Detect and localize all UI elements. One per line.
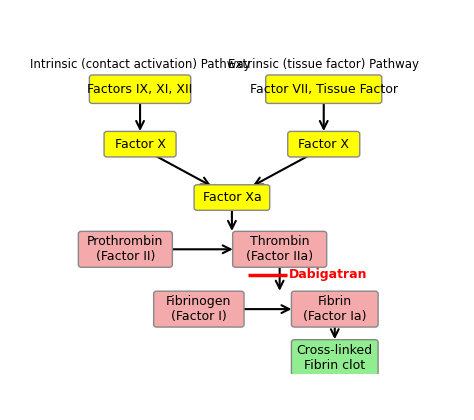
Text: Prothrombin
(Factor II): Prothrombin (Factor II): [87, 235, 164, 263]
Text: Factor Xa: Factor Xa: [202, 191, 261, 204]
Text: Factor X: Factor X: [298, 138, 349, 151]
Text: Dabigatran: Dabigatran: [289, 268, 367, 281]
FancyBboxPatch shape: [292, 340, 378, 375]
Text: Factor X: Factor X: [115, 138, 165, 151]
FancyBboxPatch shape: [194, 185, 270, 210]
Text: Intrinsic (contact activation) Pathway: Intrinsic (contact activation) Pathway: [30, 58, 250, 71]
Text: Cross-linked
Fibrin clot: Cross-linked Fibrin clot: [297, 344, 373, 372]
FancyBboxPatch shape: [90, 75, 191, 103]
FancyBboxPatch shape: [288, 131, 360, 157]
FancyBboxPatch shape: [266, 75, 382, 103]
Text: Fibrin
(Factor Ia): Fibrin (Factor Ia): [303, 295, 366, 323]
Text: Fibrinogen
(Factor I): Fibrinogen (Factor I): [166, 295, 231, 323]
Text: Thrombin
(Factor IIa): Thrombin (Factor IIa): [246, 235, 313, 263]
FancyBboxPatch shape: [104, 131, 176, 157]
Text: Factor VII, Tissue Factor: Factor VII, Tissue Factor: [250, 83, 398, 96]
Text: Extrinsic (tissue factor) Pathway: Extrinsic (tissue factor) Pathway: [228, 58, 419, 71]
FancyBboxPatch shape: [292, 291, 378, 327]
Text: Factors IX, XI, XII: Factors IX, XI, XII: [87, 83, 193, 96]
FancyBboxPatch shape: [233, 231, 327, 267]
FancyBboxPatch shape: [154, 291, 244, 327]
FancyBboxPatch shape: [78, 231, 173, 267]
